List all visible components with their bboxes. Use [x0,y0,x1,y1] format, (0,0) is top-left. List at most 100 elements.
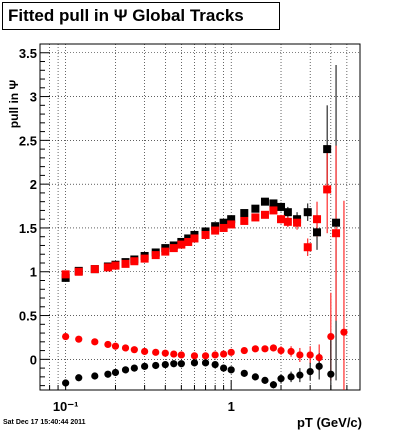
data-point [287,373,295,381]
data-point [91,372,99,380]
y-tick-label: 2.5 [19,133,37,148]
data-point [277,202,286,211]
data-point [201,230,210,239]
data-point [277,375,285,383]
y-tick-label: 0 [30,352,37,367]
data-point [211,222,220,231]
data-point [269,199,278,208]
data-point [103,263,112,272]
grid-lines [39,44,361,390]
data-point [111,342,120,350]
data-point [293,218,302,227]
data-point [240,369,248,377]
data-points [61,145,348,389]
y-tick-label: 0.5 [19,309,37,324]
data-point [121,259,130,268]
data-point [121,366,130,374]
data-point [269,206,278,215]
y-axis-label: pull in Ψ [7,80,21,129]
data-point [287,347,295,356]
data-point [251,373,259,381]
axis-ticks [39,52,361,390]
data-point [227,348,235,356]
data-point [269,381,278,389]
data-point [90,265,99,274]
x-tick-label: 1 [228,399,235,414]
data-point [332,229,341,238]
data-point [140,254,149,263]
data-point [261,345,269,353]
data-point [283,208,292,217]
data-point [141,347,149,356]
timestamp-footer: Sat Dec 17 15:40:44 2011 [3,419,86,426]
data-point [251,213,260,222]
data-point [219,223,228,232]
plot-frame [39,43,361,391]
data-point [240,216,249,225]
data-point [62,332,70,341]
data-point [220,364,228,372]
y-tick-label: 1 [30,265,37,280]
data-point [152,348,160,356]
data-point [121,344,130,352]
data-point [169,244,178,253]
data-point [177,351,185,359]
data-point [296,371,304,379]
y-tick-label: 3 [30,90,37,105]
data-point [227,220,236,229]
data-point [161,360,169,369]
data-point [261,376,269,384]
data-point [323,145,332,154]
x-tick-label: 10⁻¹ [53,399,79,414]
data-point [227,366,235,374]
data-point [227,215,236,224]
chart-title: Fitted pull in Ψ Global Tracks [2,2,280,30]
data-point [306,351,314,359]
data-point [130,257,139,266]
data-point [277,215,286,224]
data-point [184,237,193,246]
data-point [260,197,269,206]
data-point [111,368,120,377]
data-point [161,349,169,357]
y-tick-label: 3.5 [19,46,37,61]
data-point [151,251,160,260]
data-point [170,360,178,368]
data-point [91,338,99,346]
data-point [130,364,138,372]
data-point [303,208,312,217]
data-point [251,345,259,353]
data-point [177,360,185,368]
data-point [277,346,285,355]
data-point [306,368,314,376]
data-point [190,234,199,243]
data-point [104,340,112,349]
data-point [340,328,348,336]
data-point [313,215,322,224]
data-point [323,185,332,194]
data-point [260,210,269,219]
data-point [327,370,335,378]
data-point [211,351,219,359]
data-point [201,359,210,367]
data-point [303,243,312,252]
data-point [296,351,304,359]
data-point [170,350,178,358]
data-point [61,270,70,279]
data-point [315,362,323,370]
data-point [327,332,335,341]
plot-area-border [39,43,361,391]
data-point [161,247,170,256]
data-point [240,346,248,355]
x-axis-label: pT (GeV/c) [297,415,362,430]
data-point [240,209,249,218]
data-point [75,374,83,382]
data-point [190,359,199,367]
data-point [219,218,228,227]
data-point [201,352,210,360]
data-point [104,370,112,378]
data-point [211,360,219,369]
data-point [211,226,220,235]
data-point [283,217,292,226]
